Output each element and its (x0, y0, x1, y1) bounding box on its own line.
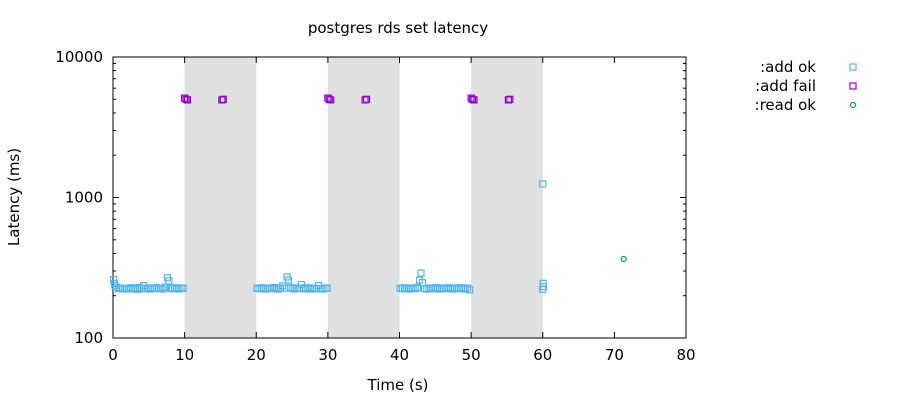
series-0 (110, 180, 548, 294)
data-point (219, 95, 227, 103)
x-axis-label: Time (s) (367, 376, 429, 394)
plot-frame (112, 56, 687, 339)
x-tick-label: 10 (175, 346, 194, 364)
x-tick-label: 70 (605, 346, 624, 364)
data-point (159, 285, 167, 293)
data-point (539, 180, 547, 188)
data-point (218, 96, 226, 104)
data-point (327, 96, 335, 104)
data-point (279, 282, 287, 290)
data-point (165, 277, 173, 285)
data-point (504, 96, 512, 104)
data-point (470, 96, 478, 104)
x-tick-label: 0 (108, 346, 118, 364)
y-axis-label: Latency (ms) (5, 148, 23, 246)
data-point (182, 95, 190, 103)
data-point (468, 95, 477, 103)
y-tick-label: 100 (74, 329, 103, 347)
data-point (179, 284, 187, 292)
x-tick-label: 20 (247, 346, 266, 364)
data-point (175, 285, 183, 293)
x-tick-label: 60 (533, 346, 552, 364)
x-tick-label: 30 (318, 346, 337, 364)
shaded-interval-1 (327, 57, 400, 338)
data-point (506, 95, 514, 103)
legend-marker-0 (849, 63, 857, 71)
data-point (463, 284, 472, 292)
data-point (281, 284, 289, 292)
data-point (133, 285, 141, 293)
y-tick-label: 1000 (65, 189, 103, 207)
x-tick-label: 40 (390, 346, 409, 364)
data-point (284, 276, 293, 284)
data-point (361, 96, 369, 104)
data-point (323, 284, 331, 292)
tick-labels: 0 10 20 30 40 50 60 70 80 100 1000 10000 (55, 48, 695, 364)
y-tick-label: 10000 (55, 48, 103, 66)
data-point (325, 95, 333, 103)
data-point (620, 255, 627, 263)
data-point (417, 269, 425, 277)
data-point (539, 285, 547, 293)
series-1 (181, 94, 514, 104)
data-points (110, 94, 627, 294)
legend-marker-2 (849, 101, 857, 109)
legend-marker-1 (849, 82, 857, 90)
data-point (319, 285, 327, 293)
data-point (277, 284, 285, 292)
x-tick-label: 50 (462, 346, 481, 364)
data-point (362, 95, 371, 103)
shaded-interval-2 (471, 57, 543, 338)
data-point (411, 285, 419, 293)
series-2 (620, 255, 627, 263)
legend: :add ok:add fail:read ok (755, 58, 857, 114)
data-point (291, 285, 299, 293)
shaded-interval-0 (184, 57, 257, 338)
legend-label-1: :add fail (755, 77, 816, 95)
data-point (413, 283, 422, 292)
x-tick-label: 80 (676, 346, 695, 364)
legend-label-0: :add ok (760, 58, 816, 76)
legend-label-2: :read ok (755, 96, 817, 114)
data-point (157, 284, 165, 292)
data-point (183, 96, 192, 104)
data-point (466, 286, 474, 294)
data-point (461, 285, 469, 293)
shaded-intervals (184, 57, 543, 338)
chart-title: postgres rds set latency (308, 19, 488, 37)
